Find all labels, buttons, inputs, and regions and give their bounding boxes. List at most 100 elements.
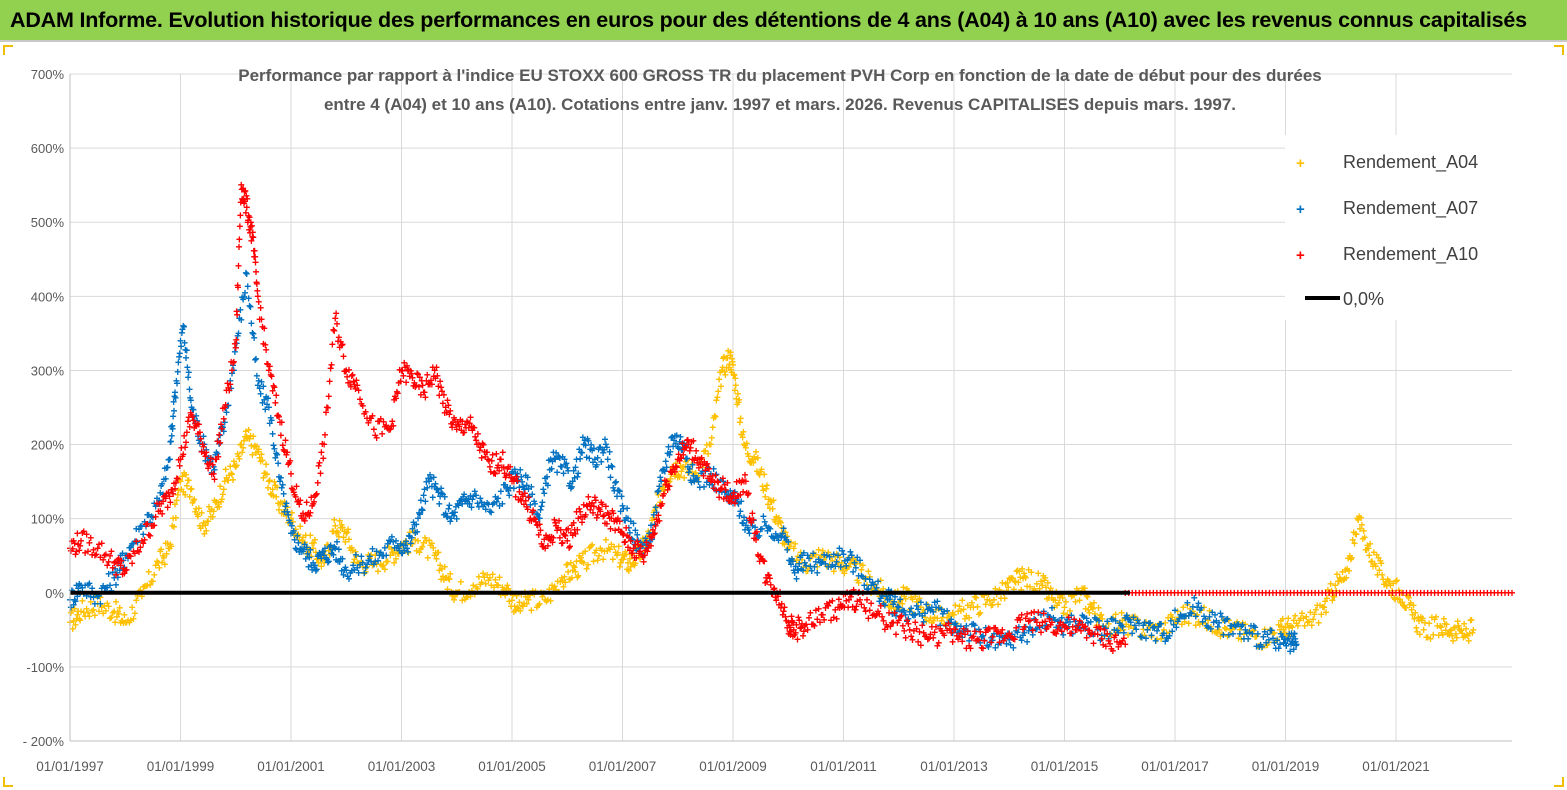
data-point-fill: + [393, 544, 400, 558]
data-point-fill: + [225, 474, 232, 488]
data-point-fill: + [395, 547, 402, 561]
data-point-fill: + [723, 361, 730, 375]
data-point-fill: + [423, 534, 430, 548]
data-point-fill: + [329, 524, 336, 538]
data-point-fill: + [689, 466, 696, 480]
data-point-fill: + [506, 594, 513, 608]
data-point-fill: + [499, 580, 506, 594]
data-point-fill: + [234, 447, 241, 461]
data-point-fill: + [260, 471, 267, 485]
data-point-fill: + [778, 521, 785, 535]
data-point-fill: + [391, 556, 398, 570]
data-point-fill: + [163, 547, 170, 561]
data-point-fill: + [346, 541, 353, 555]
data-point-fill: + [262, 467, 269, 481]
data-point-fill: + [84, 606, 91, 620]
data-point-fill: + [349, 543, 356, 557]
data-point-fill: + [662, 477, 669, 491]
data-point-fill: + [288, 506, 295, 520]
data-point-fill: + [478, 575, 485, 589]
data-point-fill: + [742, 441, 749, 455]
data-point-fill: + [772, 515, 779, 529]
data-point-fill: + [156, 561, 163, 575]
data-point-fill: + [217, 480, 224, 494]
data-point: + [354, 556, 361, 570]
data-point-fill: + [807, 552, 814, 566]
data-point-fill: + [392, 552, 399, 566]
data-point-fill: + [729, 358, 736, 372]
data-point-fill: + [324, 538, 331, 552]
data-point-fill: + [626, 552, 633, 566]
data-point-fill: + [741, 439, 748, 453]
data-point-fill: + [235, 281, 242, 295]
data-point-fill: + [174, 472, 181, 486]
chart: ++++++++++++++++++++++++++++++++++++++++… [23, 66, 1516, 774]
series-4: ++++++++++++++++++++++++++++++++++++++++… [1122, 586, 1516, 600]
data-point-fill: + [303, 547, 310, 561]
data-point-fill: + [119, 614, 126, 628]
data-point-fill: + [695, 469, 702, 483]
data-point-fill: + [244, 431, 251, 445]
data-point-fill: + [184, 473, 191, 487]
data-point-fill: + [505, 582, 512, 596]
data-point-fill: + [625, 564, 632, 578]
data-point: + [785, 541, 792, 555]
data-point-fill: + [131, 607, 138, 621]
data-point-fill: + [654, 486, 661, 500]
data-point-fill: + [229, 468, 236, 482]
data-point: + [741, 438, 748, 452]
data-point: + [287, 512, 294, 526]
data-point-fill: + [384, 554, 391, 568]
data-point-fill: + [649, 511, 656, 525]
data-point-fill: + [233, 333, 240, 347]
data-point-fill: + [183, 468, 190, 482]
data-point-fill: + [711, 409, 718, 423]
data-point-fill: + [134, 589, 141, 603]
data-point-fill: + [287, 454, 294, 468]
data-point-fill: + [475, 570, 482, 584]
data-point-fill: + [287, 513, 294, 527]
data-point-fill: + [747, 456, 754, 470]
data-point-fill: + [274, 480, 281, 494]
chart-title-line-1: Performance par rapport à l'indice EU ST… [238, 66, 1321, 85]
data-point-fill: + [428, 536, 435, 550]
data-point-fill: + [159, 555, 166, 569]
data-point: + [625, 556, 632, 570]
data-point-fill: + [445, 572, 452, 586]
data-point-fill: + [736, 393, 743, 407]
data-point-fill: + [200, 516, 207, 530]
data-point-fill: + [71, 602, 78, 616]
data-point-fill: + [250, 429, 257, 443]
data-point-fill: + [436, 563, 443, 577]
data-point-fill: + [379, 559, 386, 573]
x-tick-label: 01/01/2003 [368, 759, 436, 774]
data-point-fill: + [822, 550, 829, 564]
data-point-fill: + [108, 610, 115, 624]
x-tick-label: 01/01/2001 [257, 759, 325, 774]
data-point: + [221, 475, 228, 489]
data-point-fill: + [593, 544, 600, 558]
corner-bottom-right [1554, 777, 1564, 787]
data-point-fill: + [264, 481, 271, 495]
data-point-fill: + [271, 475, 278, 489]
data-point-fill: + [350, 556, 357, 570]
data-point-fill: + [358, 555, 365, 569]
data-point-fill: + [275, 497, 282, 511]
data-point-fill: + [473, 580, 480, 594]
data-point-fill: + [441, 560, 448, 574]
data-point-fill: + [117, 616, 124, 630]
data-point-fill: + [127, 614, 134, 628]
data-point-fill: + [405, 546, 412, 560]
data-point-fill: + [666, 474, 673, 488]
data-point: + [94, 597, 101, 611]
data-point-fill: + [811, 548, 818, 562]
data-point-fill: + [789, 553, 796, 567]
data-point-fill: + [357, 557, 364, 571]
data-point-fill: + [614, 546, 621, 560]
data-point-fill: + [844, 561, 851, 575]
legend-marker-a04: + [1296, 155, 1305, 172]
data-point-fill: + [830, 564, 837, 578]
data-point-fill: + [352, 545, 359, 559]
data-point-fill: + [252, 446, 259, 460]
data-point-fill: + [579, 547, 586, 561]
